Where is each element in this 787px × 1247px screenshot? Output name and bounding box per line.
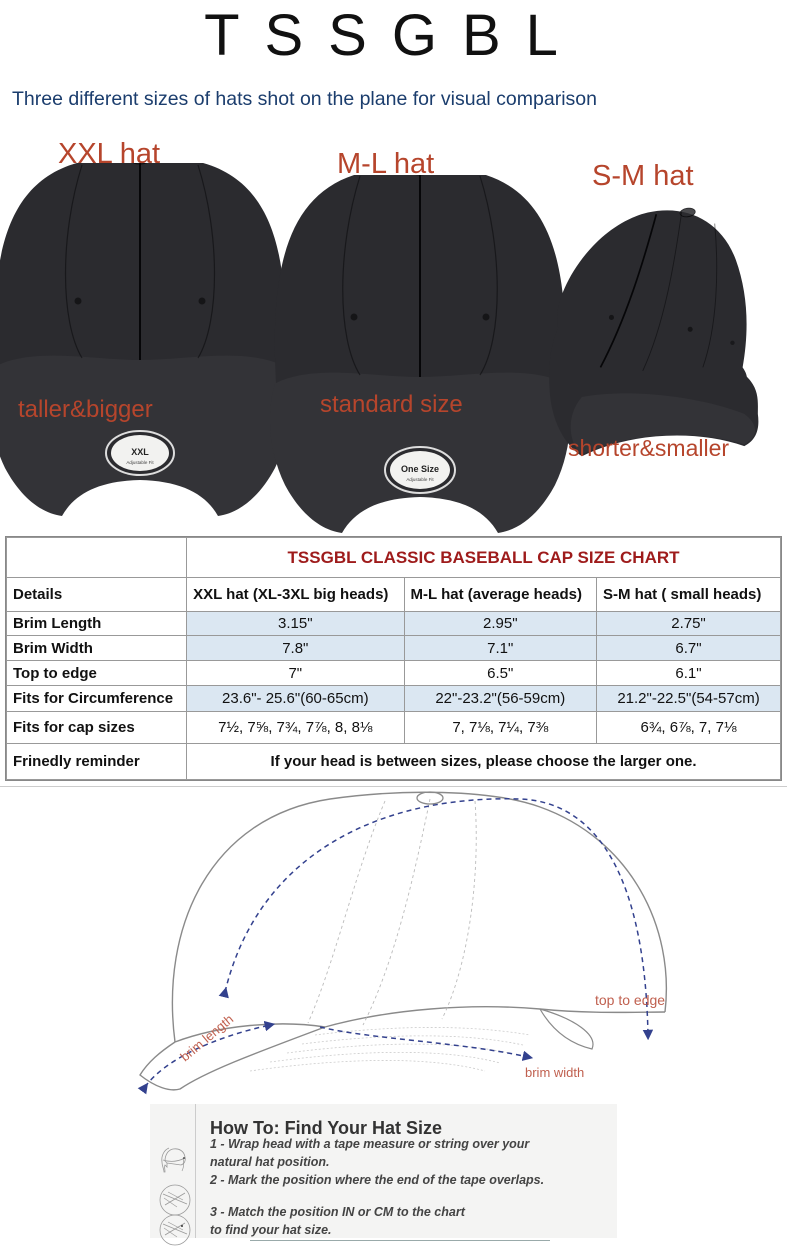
svg-text:XXL: XXL bbox=[131, 447, 149, 457]
svg-text:One Size: One Size bbox=[401, 464, 439, 474]
svg-text:Adjustable Fit: Adjustable Fit bbox=[406, 477, 434, 482]
svg-text:brim width: brim width bbox=[525, 1065, 584, 1080]
svg-text:top to edge: top to edge bbox=[595, 992, 665, 1008]
svg-text:Adjustable Fit: Adjustable Fit bbox=[126, 460, 154, 465]
